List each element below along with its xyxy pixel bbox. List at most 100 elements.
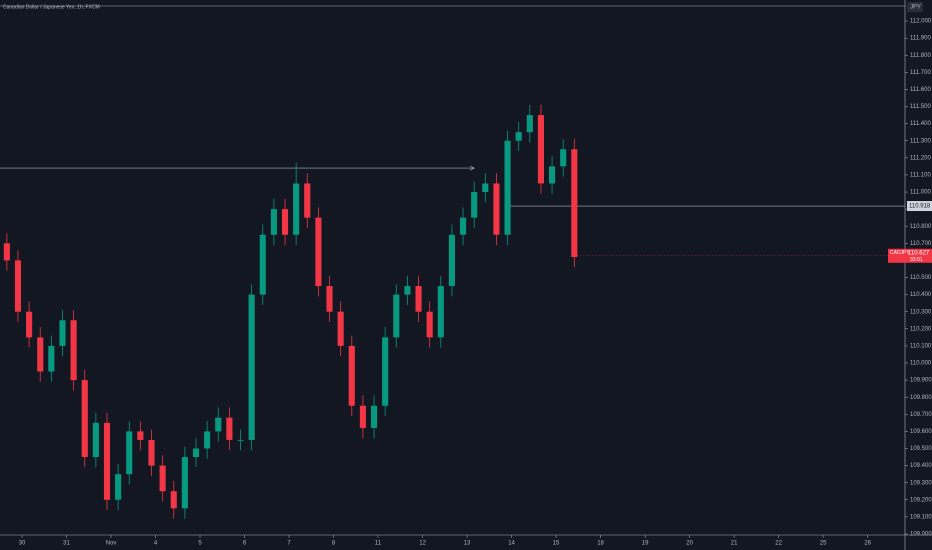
candle-body bbox=[382, 337, 389, 406]
y-tick-label: 109.300 bbox=[910, 480, 932, 486]
candle-body bbox=[115, 474, 122, 500]
x-tick-label: 19 bbox=[642, 541, 649, 547]
x-tick-label: 30 bbox=[19, 541, 26, 547]
candle-body bbox=[170, 491, 177, 509]
candle-body bbox=[293, 183, 300, 235]
last-price-value: 110.627 bbox=[908, 250, 930, 256]
y-tick-label: 111.000 bbox=[910, 190, 931, 196]
y-tick-label: 110.300 bbox=[910, 309, 932, 315]
candle-body bbox=[215, 417, 222, 432]
y-tick-label: 111.600 bbox=[910, 87, 931, 93]
x-tick-label: 5 bbox=[198, 541, 202, 547]
candle-body bbox=[504, 140, 511, 235]
x-tick-label: 8 bbox=[332, 541, 336, 547]
x-tick-label: 12 bbox=[419, 541, 426, 547]
candle-body bbox=[482, 183, 489, 193]
y-tick-label: 110.100 bbox=[910, 343, 932, 349]
candle-body bbox=[159, 465, 166, 492]
ray-price-label: 110.918 bbox=[909, 204, 931, 210]
x-tick-label: 25 bbox=[820, 541, 827, 547]
candle-body bbox=[181, 457, 188, 509]
x-tick-label: 18 bbox=[597, 541, 604, 547]
y-tick-label: 111.500 bbox=[910, 104, 931, 110]
x-tick-label: 15 bbox=[553, 541, 560, 547]
candle-body bbox=[81, 380, 88, 458]
candle-body bbox=[515, 132, 522, 141]
candle-body bbox=[315, 217, 322, 287]
y-tick-label: 111.200 bbox=[910, 155, 931, 161]
x-tick-label: 20 bbox=[686, 541, 693, 547]
last-price-countdown: 33:01 bbox=[910, 257, 923, 263]
y-tick-label: 109.000 bbox=[910, 532, 932, 538]
candle-body bbox=[571, 149, 578, 257]
candle-body bbox=[48, 345, 55, 372]
x-tick-label: 14 bbox=[508, 541, 515, 547]
candle-body bbox=[471, 192, 478, 218]
candle-body bbox=[560, 149, 567, 167]
candle-body bbox=[326, 286, 333, 312]
candle-body bbox=[359, 405, 366, 428]
y-tick-label: 111.100 bbox=[910, 172, 931, 178]
candle-body bbox=[281, 209, 289, 235]
y-tick-label: 111.400 bbox=[910, 121, 931, 127]
x-tick-label: 6 bbox=[243, 541, 247, 547]
y-tick-label: 110.400 bbox=[910, 292, 932, 298]
y-tick-label: 111.700 bbox=[910, 70, 931, 76]
candle-body bbox=[393, 294, 400, 338]
candle-body bbox=[304, 183, 311, 218]
currency-box bbox=[907, 2, 923, 12]
x-tick-label: 13 bbox=[464, 541, 471, 547]
x-tick-label: Nov bbox=[106, 541, 117, 547]
candle-body bbox=[137, 431, 144, 440]
y-tick-label: 110.200 bbox=[910, 326, 932, 332]
candle-body bbox=[37, 337, 44, 372]
x-tick-label: 21 bbox=[731, 541, 738, 547]
y-tick-label: 109.600 bbox=[910, 429, 932, 435]
x-tick-label: 4 bbox=[154, 541, 158, 547]
candle-body bbox=[437, 286, 444, 338]
x-tick-label: 26 bbox=[864, 541, 871, 547]
candle-body bbox=[204, 431, 211, 449]
candle-body bbox=[493, 183, 500, 235]
last-price-box bbox=[888, 248, 932, 263]
arrow-head bbox=[470, 165, 475, 171]
candle-body bbox=[92, 422, 99, 458]
y-tick-label: 112.000 bbox=[910, 19, 932, 25]
y-tick-label: 110.000 bbox=[910, 361, 932, 367]
candle-body bbox=[526, 115, 533, 133]
y-tick-label: 109.800 bbox=[910, 395, 932, 401]
candle-body bbox=[259, 234, 266, 295]
x-tick-label: 31 bbox=[63, 541, 70, 547]
candle-body bbox=[192, 448, 200, 458]
candle-body bbox=[226, 417, 233, 440]
candle-body bbox=[270, 209, 277, 235]
y-tick-label: 110.800 bbox=[910, 224, 932, 230]
currency-label: JPY bbox=[910, 5, 921, 11]
y-tick-label: 109.400 bbox=[910, 463, 932, 469]
y-tick-label: 110.700 bbox=[910, 241, 932, 247]
y-tick-label: 109.700 bbox=[910, 412, 932, 418]
candle-body bbox=[537, 115, 544, 184]
candle-body bbox=[3, 243, 10, 261]
candle-body bbox=[415, 286, 422, 312]
y-tick-label: 109.500 bbox=[910, 446, 932, 452]
y-tick-label: 110.500 bbox=[910, 275, 932, 281]
candle-body bbox=[549, 166, 556, 184]
x-tick-label: 7 bbox=[287, 541, 291, 547]
chart-title: Canadian Dollar / Japanese Yen, 1h, FXCM bbox=[3, 4, 100, 10]
x-tick-label: 22 bbox=[775, 541, 782, 547]
candle-body bbox=[237, 439, 244, 441]
candle-body bbox=[248, 294, 255, 440]
candle-body bbox=[103, 422, 111, 500]
candle-body bbox=[126, 431, 133, 475]
y-tick-label: 109.200 bbox=[910, 497, 932, 503]
candle-body bbox=[14, 260, 22, 312]
y-tick-label: 109.900 bbox=[910, 378, 932, 384]
y-tick-label: 109.100 bbox=[910, 514, 932, 520]
candle-body bbox=[70, 320, 77, 381]
candle-body bbox=[459, 217, 467, 235]
y-tick-label: 111.300 bbox=[910, 138, 931, 144]
